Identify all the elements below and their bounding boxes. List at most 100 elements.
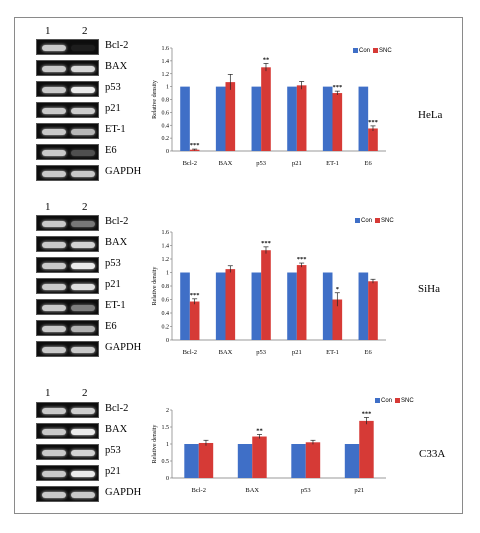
bar-snc — [305, 442, 321, 478]
bar-con — [358, 86, 369, 151]
bar-snc — [261, 67, 271, 151]
y-tick-label: 0.4 — [162, 123, 170, 129]
y-tick-label: 0.4 — [162, 311, 170, 317]
bar-chart: Relative density 0 0.2 0.4 0.6 0.8 1 1.2 1.4 1.6 *… — [152, 46, 386, 167]
gel-band-image — [36, 278, 99, 294]
significance-mark: *** — [368, 119, 378, 126]
lane-1-label: 1 — [45, 387, 51, 399]
x-tick-label: ET-1 — [326, 160, 339, 167]
lane-1-label: 1 — [45, 25, 51, 37]
gel-label: p21 — [105, 279, 121, 290]
legend-snc-swatch — [395, 398, 401, 403]
bar-con — [322, 272, 333, 340]
x-tick-label: Bcl-2 — [192, 487, 206, 494]
x-tick-label: ET-1 — [326, 349, 339, 356]
y-tick-label: 0 — [166, 476, 169, 482]
gel-band — [71, 108, 95, 114]
bar-snc — [261, 250, 271, 340]
gel-band-image — [36, 39, 99, 55]
x-tick-label: E6 — [365, 349, 373, 356]
gel-band — [42, 242, 66, 248]
x-tick-label: p21 — [292, 160, 302, 167]
figure-frame — [14, 17, 463, 514]
bar-snc — [332, 299, 343, 340]
gel-row: Bcl-2 — [36, 402, 136, 418]
x-tick-label: BAX — [245, 487, 259, 494]
gel-band — [71, 408, 95, 414]
gel-band-image — [36, 486, 99, 502]
gel-row: GAPDH — [36, 165, 141, 181]
x-tick-label: BAX — [219, 160, 233, 167]
significance-mark: *** — [190, 292, 200, 299]
lane-1-label: 1 — [45, 201, 51, 213]
gel-band — [42, 87, 66, 93]
bar-snc — [296, 265, 307, 340]
gel-label: GAPDH — [105, 166, 142, 177]
gel-band-image — [36, 299, 99, 315]
bar-con — [184, 444, 199, 478]
gel-band — [42, 108, 66, 114]
gel-row: p53 — [36, 444, 136, 460]
y-tick-label: 0.6 — [162, 298, 170, 304]
bar-con — [344, 444, 360, 478]
bar-snc — [359, 420, 374, 478]
bar-con — [180, 272, 190, 340]
x-tick-label: p21 — [354, 487, 364, 494]
gel-label: BAX — [105, 424, 128, 435]
gel-band — [71, 305, 95, 311]
gel-band-image — [36, 236, 99, 252]
significance-mark: * — [336, 286, 339, 293]
gel-row: Bcl-2 — [36, 39, 136, 55]
gel-label: p53 — [105, 258, 121, 269]
cell-line-label: HeLa — [418, 109, 443, 121]
y-tick-label: 1.4 — [162, 59, 170, 65]
gel-band — [71, 284, 95, 290]
gel-band — [71, 45, 95, 51]
y-tick-label: 1.6 — [162, 230, 170, 236]
gel-band-image — [36, 423, 99, 439]
gel-band-image — [36, 444, 99, 460]
significance-mark: ** — [263, 56, 270, 63]
bar-con — [251, 272, 262, 340]
gel-label: p53 — [105, 82, 121, 93]
gel-row: E6 — [36, 144, 136, 160]
gel-band — [42, 221, 66, 227]
gel-band — [42, 450, 66, 456]
bar-con — [322, 86, 333, 151]
x-tick-label: p53 — [256, 160, 266, 167]
gel-label: E6 — [105, 321, 117, 332]
gel-band — [42, 263, 66, 269]
x-tick-label: BAX — [219, 349, 233, 356]
gel-row: BAX — [36, 60, 136, 76]
bar-snc — [332, 93, 343, 151]
significance-mark: *** — [297, 256, 307, 263]
gel-band — [71, 492, 95, 498]
gel-row: p53 — [36, 81, 136, 97]
gel-band — [42, 429, 66, 435]
x-tick-label: E6 — [365, 160, 373, 167]
legend-snc-label: SNC — [381, 218, 394, 225]
legend-snc-label: SNC — [401, 398, 414, 405]
gel-label: Bcl-2 — [105, 216, 129, 227]
legend-snc-swatch — [375, 218, 381, 223]
x-tick-label: p21 — [292, 349, 302, 356]
legend-con-label: Con — [359, 48, 371, 55]
x-tick-label: p53 — [256, 349, 266, 356]
gel-row: BAX — [36, 423, 136, 439]
gel-label: Bcl-2 — [105, 40, 129, 51]
y-tick-label: 1.2 — [162, 72, 170, 78]
legend-con-label: Con — [361, 218, 373, 225]
gel-band-image — [36, 215, 99, 231]
bar-snc — [189, 301, 200, 340]
lane-2-label: 2 — [82, 387, 88, 399]
gel-label: BAX — [105, 61, 128, 72]
gel-band-image — [36, 341, 99, 357]
gel-band-image — [36, 465, 99, 481]
gel-band — [42, 171, 66, 177]
cell-line-label: SiHa — [418, 283, 440, 295]
legend-con-swatch — [353, 48, 358, 53]
gel-band — [71, 242, 95, 248]
gel-band-image — [36, 144, 99, 160]
significance-mark: *** — [261, 240, 271, 247]
y-axis-label: Relative density — [152, 80, 158, 119]
